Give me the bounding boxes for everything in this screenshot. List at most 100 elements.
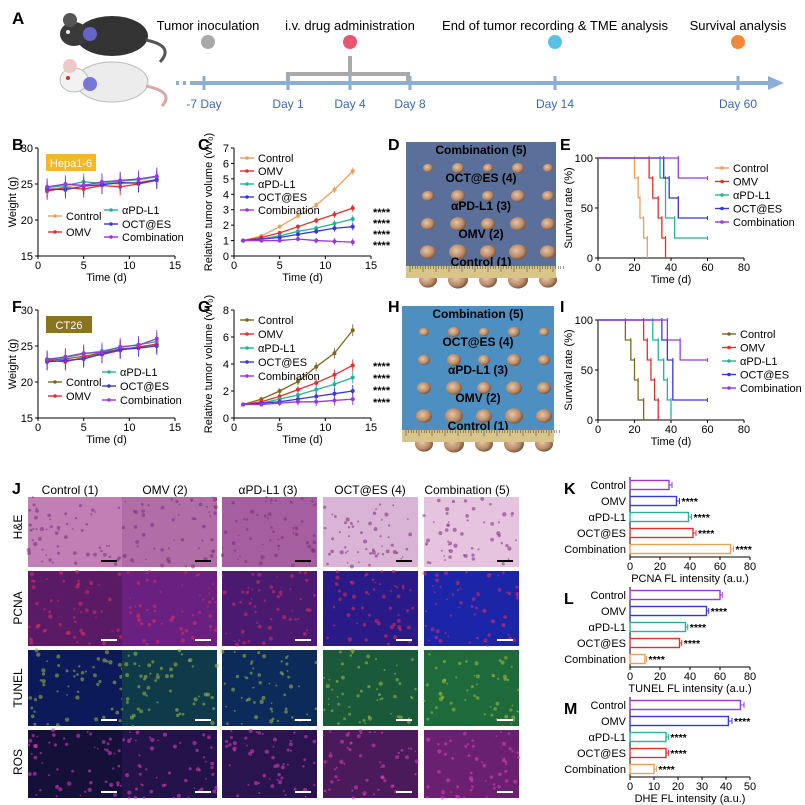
y-axis-label: Relative tumor volume (v/v₀) [203, 133, 215, 271]
cell-speck [326, 562, 329, 566]
cell-speck [261, 695, 266, 700]
cell-speck [438, 691, 443, 696]
x-tick-label: 5 [277, 260, 283, 272]
cell-speck [76, 690, 80, 694]
cell-speck [482, 763, 487, 768]
cell-speck [141, 509, 145, 513]
x-tick-label: 60 [701, 262, 713, 274]
cell-speck [71, 528, 74, 530]
survival-curve [598, 157, 708, 219]
cell-speck [338, 531, 341, 534]
cell-speck [443, 752, 448, 757]
cell-speck [249, 537, 252, 541]
cell-speck [32, 579, 36, 583]
cell-speck [75, 695, 80, 700]
tumor-specimen [418, 354, 430, 366]
cell-speck [47, 513, 51, 518]
data-point [295, 213, 300, 218]
cell-speck [511, 515, 513, 518]
cell-line-tag [46, 154, 96, 171]
cell-speck [125, 673, 130, 678]
cell-speck [149, 746, 155, 751]
cell-speck [133, 651, 138, 656]
cell-speck [508, 747, 512, 751]
cell-speck [33, 541, 38, 547]
cell-speck [88, 642, 91, 645]
cell-speck [197, 547, 200, 550]
cell-speck [282, 762, 285, 766]
cell-speck [451, 593, 455, 596]
cell-speck [459, 587, 462, 590]
cell-speck [29, 528, 33, 532]
cell-speck [89, 581, 94, 586]
cell-speck [473, 694, 476, 698]
cell-speck [198, 502, 203, 507]
cell-speck [410, 747, 413, 750]
cell-speck [312, 534, 316, 538]
data-point [63, 354, 68, 359]
cell-speck [425, 683, 429, 687]
tumor-specimen [446, 381, 462, 395]
cell-speck [497, 521, 501, 524]
cell-speck [145, 608, 149, 612]
cell-speck [489, 573, 492, 576]
cell-speck [414, 772, 417, 776]
cell-speck [127, 796, 131, 800]
tumor-specimen [512, 162, 524, 174]
x-tick-label: 0 [595, 424, 601, 436]
cell-speck [29, 640, 34, 645]
cell-speck [251, 588, 253, 591]
cell-speck [498, 659, 502, 663]
cell-speck [208, 614, 212, 618]
legend-marker [720, 206, 724, 211]
cell-speck [200, 787, 204, 791]
legend-marker [107, 384, 111, 388]
event-survival-analysis: Survival analysis [690, 18, 787, 33]
cell-speck [131, 724, 135, 727]
cell-speck [250, 509, 255, 514]
tumor-specimen [539, 327, 549, 337]
cell-speck [213, 505, 218, 510]
data-point [332, 351, 337, 356]
cell-speck [378, 681, 383, 686]
cell-speck [395, 664, 398, 667]
cell-speck [159, 666, 164, 670]
cell-speck [48, 741, 51, 744]
cell-speck [363, 539, 368, 544]
cell-speck [180, 538, 185, 542]
cell-speck [357, 665, 361, 669]
data-point [277, 389, 282, 393]
cell-speck [211, 597, 215, 600]
cell-speck [201, 524, 206, 529]
cell-speck [433, 591, 436, 594]
cell-speck [447, 635, 450, 638]
cell-speck [307, 608, 312, 612]
cell-speck [414, 687, 417, 691]
cell-speck [58, 787, 63, 792]
cell-speck [118, 635, 123, 639]
cell-speck [193, 787, 196, 789]
cell-speck [496, 531, 501, 536]
data-point [63, 182, 68, 186]
cell-speck [329, 751, 332, 754]
cell-speck [276, 594, 281, 599]
legend-marker [245, 182, 249, 186]
cell-speck [162, 732, 168, 737]
bar-category-label: Combination [564, 544, 626, 556]
legend-label: Control [733, 163, 768, 175]
cell-speck [451, 756, 455, 760]
cell-speck [304, 795, 307, 798]
white-mouse-icon [59, 59, 168, 108]
legend-label: Combination [122, 232, 184, 244]
cell-speck [34, 648, 39, 653]
cell-speck [511, 715, 516, 720]
cell-speck [108, 737, 112, 741]
cell-speck [257, 651, 261, 655]
x-tick-label: 0 [627, 781, 633, 793]
cell-speck [211, 549, 215, 554]
cell-speck [96, 657, 101, 661]
cell-speck [175, 499, 179, 504]
cell-speck [153, 609, 157, 613]
cell-speck [500, 660, 505, 665]
cell-speck [293, 787, 297, 791]
